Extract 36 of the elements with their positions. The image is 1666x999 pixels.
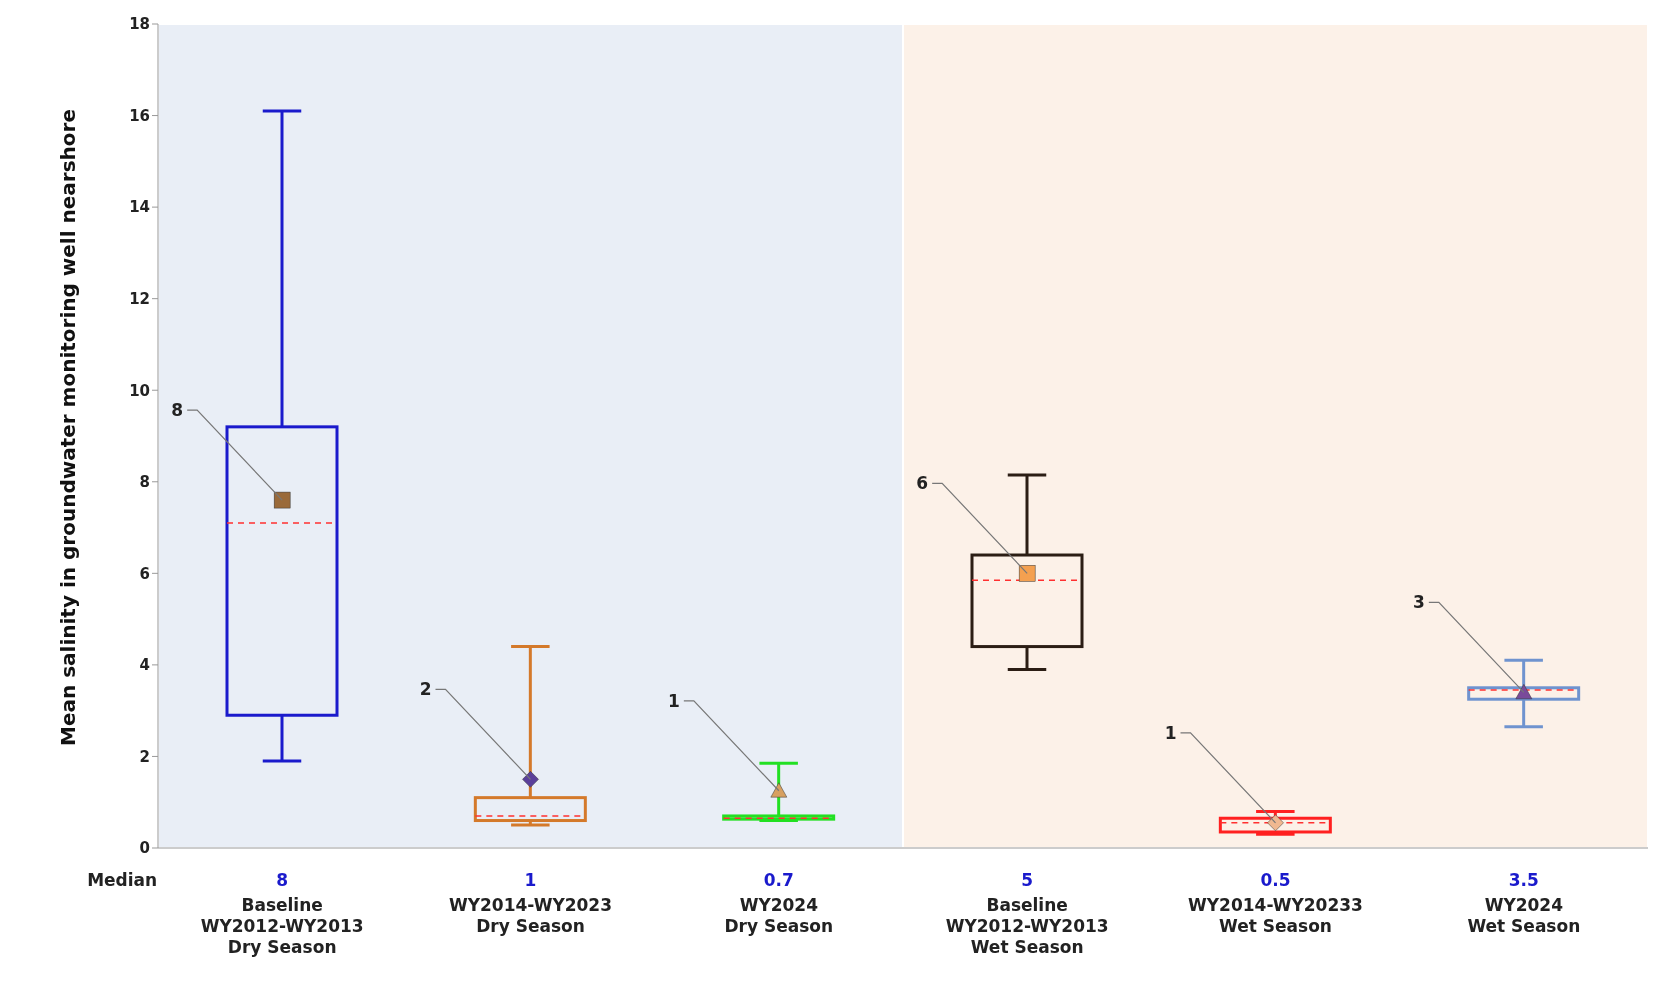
y-tick-label: 10: [129, 381, 150, 400]
x-tick-label: WY2024 Wet Season: [1467, 895, 1581, 936]
x-tick-label: WY2014-WY2023 Dry Season: [448, 895, 613, 936]
point: [522, 771, 539, 788]
point: [273, 491, 291, 509]
annotation: 1: [1164, 722, 1177, 743]
point: [770, 782, 788, 798]
point: [1515, 684, 1533, 700]
text: Median: [87, 870, 158, 890]
annotation: 3: [1412, 592, 1425, 613]
y-tick-label: 8: [139, 473, 150, 492]
annotation: 8: [171, 400, 184, 421]
text: 5: [1021, 870, 1034, 890]
x-tick-label: WY2024 Dry Season: [724, 895, 834, 936]
y-tick-label: 6: [139, 564, 150, 583]
y-tick-label: 2: [139, 747, 150, 766]
text: 0.5: [1260, 870, 1291, 890]
annotation: 6: [916, 473, 929, 494]
text: 3.5: [1508, 870, 1539, 890]
annotation: 2: [419, 679, 432, 700]
y-tick-label: 12: [129, 289, 150, 308]
y-tick-label: 4: [139, 656, 150, 675]
y-tick-label: 14: [129, 198, 150, 217]
y-tick-label: 16: [129, 106, 150, 125]
point: [1267, 814, 1284, 832]
x-tick-label: Baseline WY2012-WY2013 Wet Season: [945, 895, 1109, 957]
text: 8: [276, 870, 289, 890]
text: 1: [524, 870, 537, 890]
point: [1018, 565, 1036, 582]
x-tick-label: WY2014-WY20233 Wet Season: [1188, 895, 1363, 936]
annotation: 1: [667, 690, 680, 711]
y-axis-title: Mean salinity in groundwater monitoring well nearshore: [56, 108, 81, 746]
y-tick-label: 18: [129, 15, 150, 34]
text: 0.7: [763, 870, 794, 890]
y-tick-label: 0: [139, 839, 150, 858]
x-tick-label: Baseline WY2012-WY2013 Dry Season: [200, 895, 364, 957]
